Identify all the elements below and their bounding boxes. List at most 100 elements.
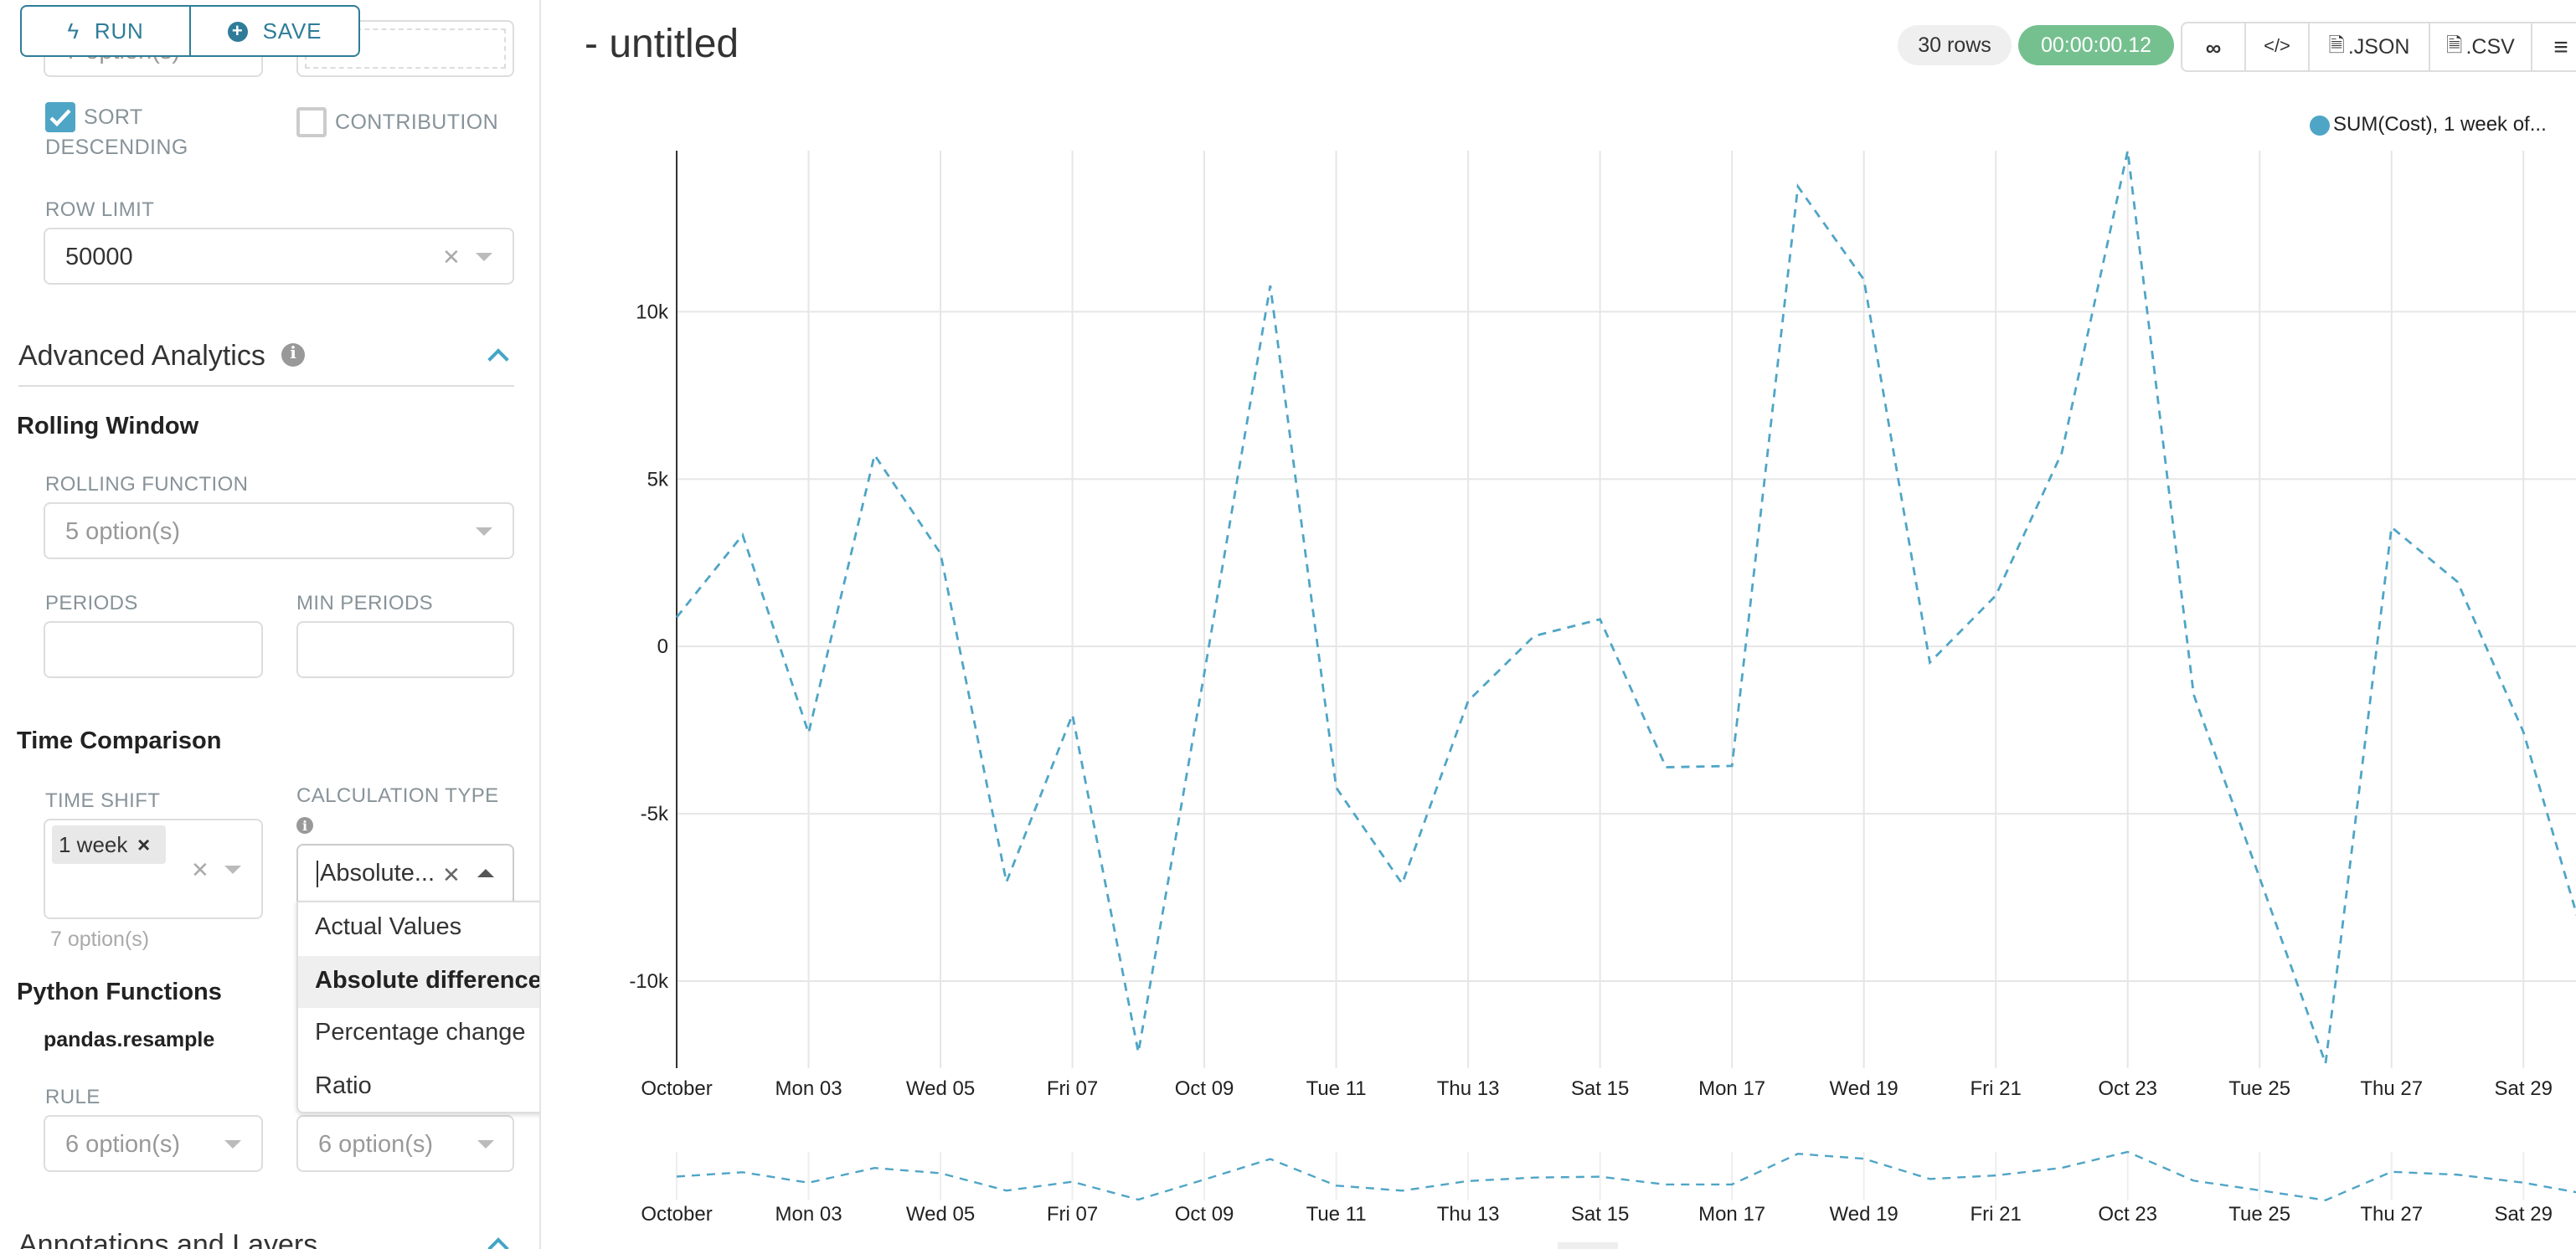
y-tick-label: 5k [647, 468, 669, 491]
x-tick-label: Tue 25 [2228, 1077, 2290, 1100]
chevron-down-icon [224, 1140, 241, 1149]
x-tick-label: Tue 11 [1306, 1077, 1367, 1100]
x-tick-label: Wed 05 [906, 1077, 975, 1100]
sort-descending-label: SORT [84, 105, 143, 129]
periods-label: PERIODS [45, 591, 138, 614]
sort-descending-checkbox[interactable] [45, 102, 75, 132]
calculation-type-menu: Actual Values Absolute difference Percen… [296, 901, 539, 1113]
row-limit-label: ROW LIMIT [45, 198, 155, 221]
brush-x-tick-label: Thu 27 [2360, 1203, 2423, 1226]
time-shift-label: TIME SHIFT [45, 789, 161, 812]
brush-x-tick-label: Tue 11 [1306, 1203, 1367, 1226]
check-icon [49, 109, 71, 127]
brush-x-tick-label: Wed 05 [906, 1203, 975, 1226]
calculation-type-label: CALCULATION TYPE [296, 784, 499, 807]
brush-x-tick-label: Sat 29 [2495, 1203, 2553, 1226]
action-buttons: ∞ </> 🗎 .JSON 🗎 .CSV ≡ [2181, 22, 2576, 72]
info-icon[interactable]: i [296, 817, 313, 834]
code-icon: </> [2264, 37, 2290, 57]
embed-code-button[interactable]: </> [2244, 23, 2308, 70]
share-link-button[interactable]: ∞ [2182, 23, 2244, 70]
x-tick-label: Sat 15 [1571, 1077, 1629, 1100]
brush-x-tick-label: Mon 17 [1698, 1203, 1765, 1226]
y-tick-label: 10k [636, 301, 669, 323]
row-count-badge: 30 rows [1898, 25, 2012, 65]
brush-x-tick-label: Tue 25 [2228, 1203, 2290, 1226]
x-tick-label: Thu 13 [1437, 1077, 1500, 1100]
menu-item-ratio[interactable]: Ratio [315, 1073, 372, 1101]
x-tick-label: October [641, 1077, 712, 1100]
rule-select[interactable]: 6 option(s) [44, 1115, 263, 1172]
x-tick-label: Thu 27 [2360, 1077, 2423, 1100]
hamburger-icon: ≡ [2553, 33, 2568, 61]
chart-title[interactable]: - untitled [585, 22, 739, 67]
sort-descending-label-2: DESCENDING [45, 136, 188, 159]
plus-circle-icon: + [227, 21, 248, 41]
menu-item-actual-values[interactable]: Actual Values [315, 914, 462, 941]
min-periods-label: MIN PERIODS [296, 591, 434, 614]
chevron-down-icon [476, 527, 492, 536]
time-comparison-title: Time Comparison [17, 728, 222, 755]
time-shift-tag: 1 week × [52, 825, 166, 864]
chevron-down-icon [477, 1140, 494, 1149]
brush-x-tick-label: Fri 21 [1970, 1203, 2021, 1226]
query-timer-badge: 00:00:00.12 [2018, 25, 2174, 65]
run-save-group: ϟ RUN + SAVE [20, 5, 360, 57]
remove-tag-icon[interactable]: × [137, 832, 151, 857]
info-icon[interactable]: i [281, 343, 305, 367]
file-text-icon: 🗎 [2446, 33, 2463, 56]
brush-x-tick-label: Wed 19 [1830, 1203, 1899, 1226]
row-limit-select[interactable]: 50000 ✕ [44, 228, 514, 285]
pandas-resample-label: pandas.resample [44, 1028, 215, 1051]
advanced-analytics-header[interactable]: Advanced Analytics [18, 340, 265, 372]
clear-icon[interactable]: ✕ [191, 857, 209, 882]
brush-series-line [676, 1150, 2576, 1201]
rolling-function-label: ROLLING FUNCTION [45, 472, 249, 496]
x-tick-label: Fri 21 [1970, 1077, 2021, 1100]
min-periods-input[interactable] [296, 621, 514, 678]
file-code-icon: 🗎 [2328, 33, 2345, 56]
menu-item-absolute-difference[interactable]: Absolute difference [298, 955, 539, 1009]
brush-x-tick-label: Mon 03 [775, 1203, 842, 1226]
chevron-down-icon [224, 866, 241, 874]
annotations-header[interactable]: Annotations and Layers [18, 1229, 318, 1249]
export-json-button[interactable]: 🗎 .JSON [2308, 23, 2429, 70]
chevron-down-icon [476, 253, 492, 261]
y-tick-label: -10k [629, 970, 669, 993]
legend-dot[interactable] [2310, 116, 2330, 136]
method-select[interactable]: 6 option(s) [296, 1115, 514, 1172]
bolt-icon: ϟ [67, 18, 80, 44]
menu-item-percentage-change[interactable]: Percentage change [315, 1020, 526, 1047]
brush-handle[interactable] [1558, 1242, 1618, 1249]
save-button[interactable]: + SAVE [189, 7, 358, 55]
y-tick-label: -5k [641, 803, 669, 825]
time-shift-hint: 7 option(s) [50, 928, 150, 951]
brush-x-tick-label: October [641, 1203, 712, 1226]
time-shift-select[interactable]: 1 week × ✕ [44, 819, 263, 919]
x-tick-label: Mon 17 [1698, 1077, 1765, 1100]
periods-input[interactable] [44, 621, 263, 678]
x-tick-label: Oct 09 [1175, 1077, 1234, 1100]
more-menu-button[interactable]: ≡ [2531, 23, 2576, 70]
legend-label[interactable]: SUM(Cost), 1 week of... [2333, 112, 2547, 136]
x-tick-label: Wed 19 [1830, 1077, 1899, 1100]
rolling-window-title: Rolling Window [17, 414, 199, 440]
python-functions-title: Python Functions [17, 979, 222, 1006]
clear-icon[interactable]: ✕ [442, 862, 461, 887]
brush-x-tick-label: Sat 15 [1571, 1203, 1629, 1226]
run-button[interactable]: ϟ RUN [67, 18, 144, 44]
contribution-checkbox[interactable] [296, 107, 327, 137]
link-icon: ∞ [2205, 34, 2222, 59]
contribution-label: CONTRIBUTION [335, 111, 499, 134]
brush-x-tick-label: Oct 09 [1175, 1203, 1234, 1226]
export-csv-button[interactable]: 🗎 .CSV [2429, 23, 2531, 70]
rolling-function-select[interactable]: 5 option(s) [44, 502, 514, 559]
brush-x-tick-label: Fri 07 [1047, 1203, 1098, 1226]
clear-icon[interactable]: ✕ [442, 244, 461, 270]
y-tick-label: 0 [657, 635, 668, 658]
x-tick-label: Oct 23 [2098, 1077, 2157, 1100]
series-line [675, 150, 2576, 1064]
x-tick-label: Sat 29 [2495, 1077, 2553, 1100]
